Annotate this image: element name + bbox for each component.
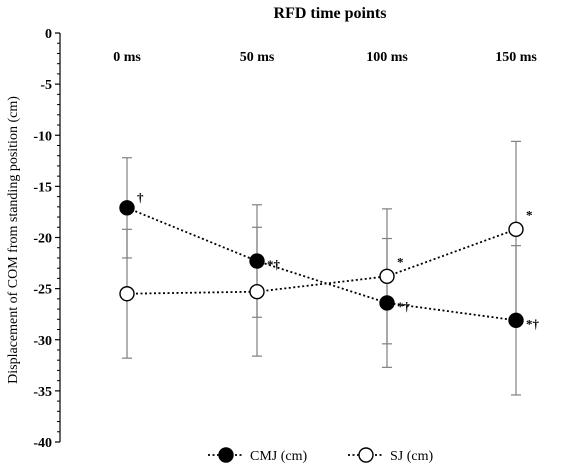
y-tick-label: -20 xyxy=(33,232,52,247)
sj-point xyxy=(379,268,395,285)
significance-marker: *† xyxy=(397,299,411,314)
legend-marker xyxy=(358,447,374,463)
y-tick-label: -10 xyxy=(33,129,52,144)
y-tick-label: -40 xyxy=(33,436,52,451)
significance-marker: † xyxy=(137,190,144,205)
significance-marker: * xyxy=(397,254,404,269)
legend-item-sj: SJ (cm) xyxy=(348,447,434,464)
y-axis: 0 -5 -10 -15 -20 -25 -30 -35 -40 xyxy=(33,27,61,451)
cmj-line xyxy=(126,207,517,322)
significance-marker: * xyxy=(526,207,533,222)
x-tick-label: 0 ms xyxy=(113,50,141,65)
x-tick-label: 100 ms xyxy=(366,50,408,65)
x-tick-label: 150 ms xyxy=(495,50,537,65)
legend-label: CMJ (cm) xyxy=(250,449,308,464)
cmj-point xyxy=(379,295,395,311)
y-tick-label: -35 xyxy=(33,385,52,400)
legend-marker xyxy=(218,447,234,463)
y-tick-label: -5 xyxy=(40,78,52,93)
legend-label: SJ (cm) xyxy=(390,449,434,464)
y-tick-label: -15 xyxy=(33,180,52,195)
sj-line xyxy=(126,228,517,295)
series-lines xyxy=(126,207,517,322)
cmj-point xyxy=(119,200,135,216)
y-tick-label: -30 xyxy=(33,334,52,349)
x-tick-label: 50 ms xyxy=(240,50,275,65)
sj-point xyxy=(249,283,265,300)
legend: CMJ (cm) SJ (cm) xyxy=(208,447,434,464)
error-bars xyxy=(122,140,521,396)
significance-marker: *† xyxy=(267,257,281,272)
chart-title: RFD time points xyxy=(274,5,387,22)
sj-point xyxy=(508,221,524,238)
y-tick-label: 0 xyxy=(45,27,52,42)
y-axis-label: Displacement of COM from standing positi… xyxy=(6,96,21,384)
cmj-point xyxy=(508,312,524,329)
sj-point xyxy=(119,286,135,302)
cmj-point xyxy=(249,253,265,269)
data-markers xyxy=(119,200,524,329)
y-tick-label: -25 xyxy=(33,283,52,298)
x-category-labels: 0 ms 50 ms 100 ms 150 ms xyxy=(113,50,537,65)
significance-annotations: † *† *† *† * * xyxy=(137,190,540,331)
legend-item-cmj: CMJ (cm) xyxy=(208,447,308,464)
significance-marker: *† xyxy=(526,316,540,331)
